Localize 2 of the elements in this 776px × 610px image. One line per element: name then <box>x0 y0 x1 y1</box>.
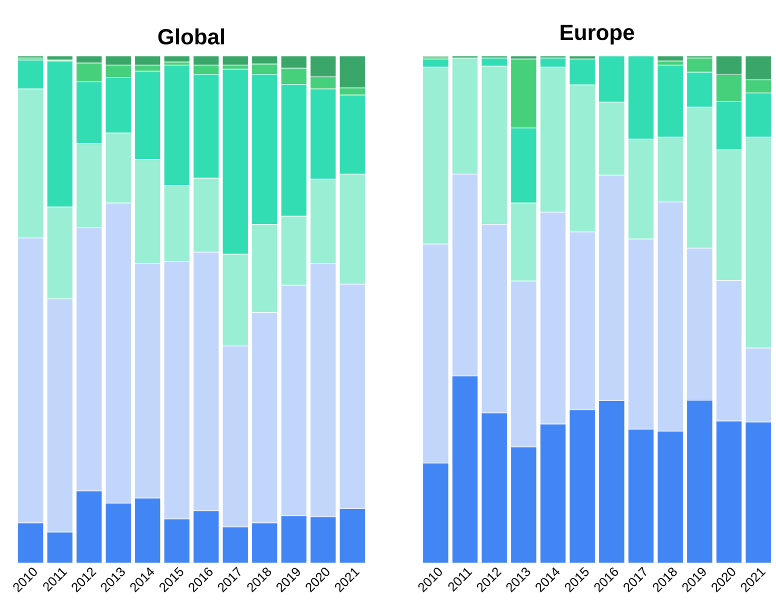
chart-title: Global <box>158 28 224 45</box>
chart-title: Europe <box>560 24 634 44</box>
